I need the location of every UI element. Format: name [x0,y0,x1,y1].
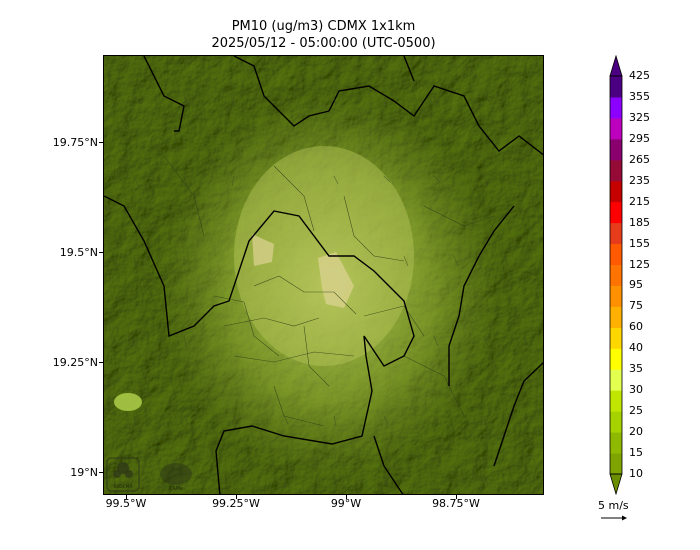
colorbar-bin-25 [610,390,622,412]
colorbar-bin-30 [610,369,622,391]
colorbar-bin-75 [610,285,622,307]
colorbar-label: 15 [629,446,643,460]
lon-tick [456,495,457,499]
lat-tick [99,252,103,253]
lon-label: 99°W [330,497,362,510]
colorbar-label: 355 [629,89,650,103]
colorbar-bin-235 [610,159,622,182]
lon-label: 99.5°W [105,497,147,510]
colorbar-label: 40 [629,341,643,355]
colorbar-bin-125 [610,243,622,266]
colorbar-bin-10 [610,453,622,475]
lon-tick [236,495,237,499]
colorbar-label: 10 [629,467,643,480]
colorbar-label: 155 [629,236,650,250]
colorbar-label: 75 [629,299,643,313]
lat-label: 19.5°N [59,246,98,259]
wind-scale-arrow-icon [601,515,627,521]
map-panel: SEDEMA CAMe [103,55,544,495]
colorbar-label: 25 [629,404,643,418]
colorbar-bin-355 [610,76,622,98]
colorbar-label: 215 [629,194,650,208]
pm10-spot-southwest [114,393,142,411]
colorbar-label: 235 [629,173,650,187]
colorbar-label: 265 [629,152,650,166]
colorbar-bin-325 [610,96,622,119]
colorbar-bin-15 [610,432,622,454]
wind-scale-label: 5 m/s [598,499,629,512]
colorbar-bin-20 [610,411,622,433]
map-timestamp: 2025/05/12 - 05:00:00 (UTC-0500) [211,36,436,51]
colorbar-bin-40 [610,327,622,349]
colorbar-frame [609,75,623,475]
wind-vectors [133,95,531,487]
logo-sedema-text: SEDEMA [114,484,134,490]
colorbar-label: 295 [629,131,650,145]
colorbar-bin-185 [610,201,622,224]
lat-tick [99,362,103,363]
logo-came: CAMe [160,463,192,492]
colorbar-bin-265 [610,138,622,161]
colorbar-bin-95 [610,264,622,286]
colorbar-extend-max [609,55,623,77]
state-boundaries [104,56,543,494]
colorbar-label: 30 [629,383,643,397]
map-title: PM10 (ug/m3) CDMX 1x1km [231,19,416,34]
colorbar-bin-155 [610,222,622,245]
pm10-hotspot-north [252,234,274,266]
colorbar-label: 20 [629,425,643,439]
colorbar-bin-215 [610,180,622,203]
colorbar-extend-min [609,473,623,495]
lat-tick [99,142,103,143]
colorbar-bin-60 [610,306,622,328]
lat-label: 19.75°N [52,136,98,149]
lat-label: 19.25°N [52,356,98,369]
colorbar-label: 95 [629,278,643,292]
colorbar-label: 60 [629,320,643,334]
colorbar-label: 185 [629,215,650,229]
colorbar-label: 35 [629,362,643,376]
lon-label: 98.75°W [432,497,480,510]
colorbar-label: 425 [629,69,650,82]
colorbar-label: 125 [629,257,650,271]
logo-came-text: CAMe [169,486,183,492]
lat-label: 19°N [70,466,98,479]
lon-tick [346,495,347,499]
lat-tick [99,472,103,473]
pm10-colorbar [609,55,623,495]
lon-label: 99.25°W [212,497,260,510]
lon-tick [126,495,127,499]
municipal-boundaries [163,155,495,427]
terrain-map: SEDEMA CAMe [104,56,543,494]
colorbar-label: 325 [629,110,650,124]
colorbar-bin-35 [610,348,622,370]
colorbar-bin-295 [610,117,622,140]
pm10-hotspot-center [318,252,354,308]
logo-sedema: SEDEMA [106,457,140,492]
